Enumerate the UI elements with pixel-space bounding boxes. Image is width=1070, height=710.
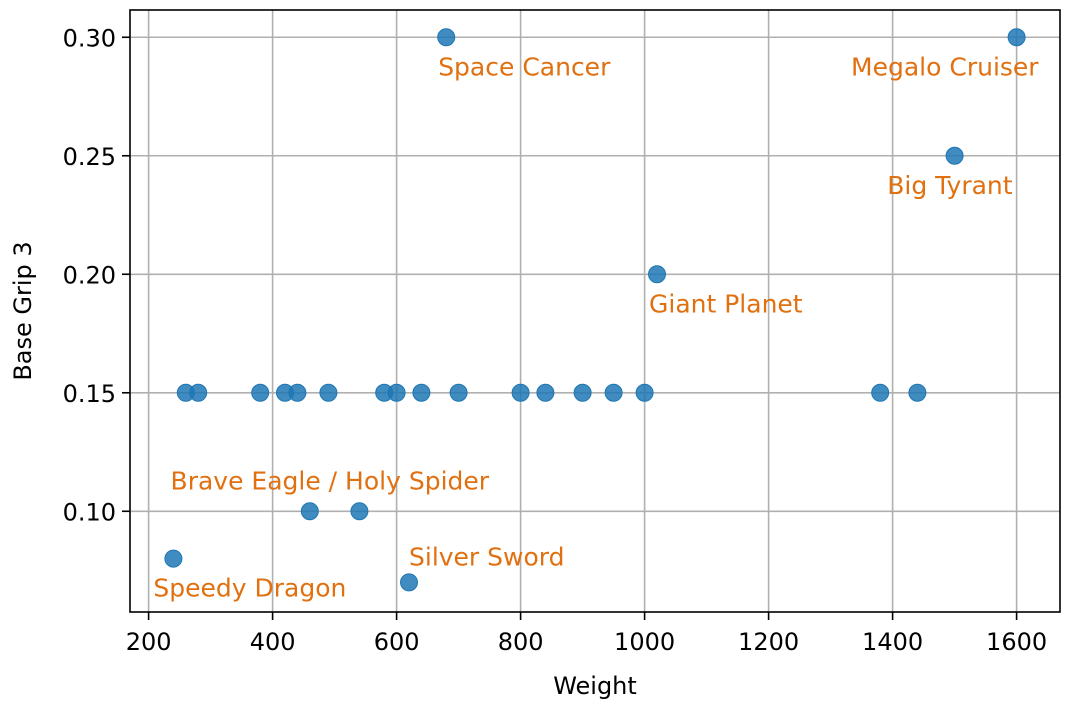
point-annotation-label: Space Cancer — [438, 52, 611, 81]
scatter-point — [164, 549, 183, 568]
point-annotations: Space Cancer Megalo Cruiser Big Tyrant Gian… — [153, 52, 1039, 602]
scatter-point — [635, 383, 654, 402]
scatter-point — [437, 28, 456, 47]
point-annotation-label: Megalo Cruiser — [851, 52, 1039, 81]
data-points — [164, 28, 1026, 592]
x-tick-label: 400 — [250, 628, 296, 656]
scatter-point — [400, 573, 418, 592]
point-annotation-label: Big Tyrant — [887, 171, 1013, 200]
scatter-point — [251, 383, 270, 402]
y-tick-label: 0.20 — [63, 261, 116, 289]
y-axis-ticks: 0.10 0.15 0.20 0.25 0.30 — [63, 24, 130, 526]
scatter-point — [573, 383, 592, 402]
x-tick-label: 1400 — [862, 628, 923, 656]
scatter-point — [300, 502, 319, 521]
y-axis-title: Base Grip 3 — [9, 241, 37, 380]
x-tick-label: 800 — [498, 628, 544, 656]
scatter-point — [387, 383, 406, 402]
scatter-point — [288, 383, 307, 402]
x-axis-ticks: 200 400 600 800 1000 1200 1400 1600 — [126, 612, 1047, 656]
point-annotation-label: Brave Eagle / Holy Spider — [171, 466, 490, 495]
x-tick-label: 1600 — [986, 628, 1047, 656]
x-tick-label: 600 — [374, 628, 420, 656]
scatter-point — [1007, 28, 1026, 47]
point-annotation-label: Giant Planet — [649, 289, 803, 318]
x-axis-title: Weight — [553, 672, 637, 700]
y-tick-label: 0.15 — [63, 380, 116, 408]
scatter-point — [908, 383, 927, 402]
point-annotation-label: Silver Sword — [409, 542, 564, 571]
y-tick-label: 0.10 — [63, 498, 116, 526]
scatter-point — [536, 383, 555, 402]
x-tick-label: 1000 — [614, 628, 675, 656]
y-tick-label: 0.25 — [63, 143, 116, 171]
y-tick-label: 0.30 — [63, 24, 116, 52]
x-tick-label: 1200 — [738, 628, 799, 656]
plot-frame — [129, 9, 1061, 613]
point-annotation-label: Speedy Dragon — [153, 574, 346, 603]
scatter-point — [604, 383, 623, 402]
scatter-point — [350, 502, 369, 521]
scatter-point — [648, 265, 666, 284]
x-tick-label: 200 — [126, 628, 172, 656]
scatter-point — [945, 146, 964, 165]
scatter-point — [511, 383, 530, 402]
scatter-point — [871, 383, 890, 402]
scatter-point — [319, 383, 338, 402]
grid — [130, 10, 1060, 612]
scatter-point — [189, 383, 208, 402]
scatter-point — [449, 383, 468, 402]
scatter-point — [412, 383, 431, 402]
